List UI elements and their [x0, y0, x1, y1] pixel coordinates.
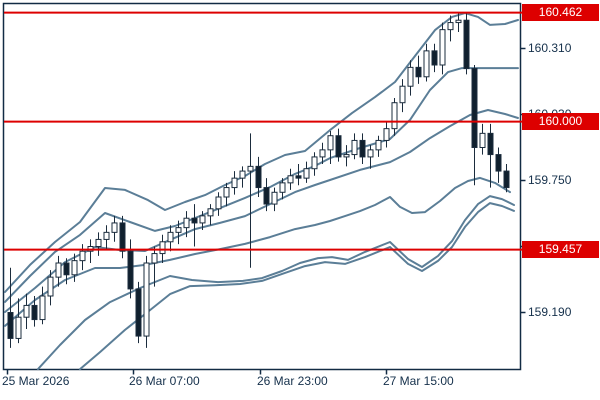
bearish-candle-body [255, 165, 262, 189]
lower-band-outer-line [79, 202, 515, 371]
bullish-candle-body [39, 295, 46, 321]
chart-frame [2, 2, 522, 371]
bearish-candle-body [63, 262, 70, 276]
bearish-candle-body [7, 312, 14, 339]
bullish-candle-body [183, 217, 190, 229]
bullish-candle-body [399, 85, 406, 104]
bullish-candle-body [343, 154, 350, 158]
y-axis-label: 159.190 [528, 304, 572, 319]
bullish-candle-body [175, 227, 182, 233]
bearish-candle-body [31, 304, 38, 321]
bullish-candle-body [367, 149, 374, 158]
bullish-candle-body [103, 231, 110, 240]
bullish-candle-body [479, 132, 486, 149]
bullish-candle-body [391, 102, 398, 130]
x-axis-label: 27 Mar 15:00 [383, 374, 454, 388]
bullish-candle-body [159, 241, 166, 255]
bullish-candle-body [375, 139, 382, 151]
bearish-candle-body [471, 68, 478, 148]
bearish-candle-body [415, 66, 422, 78]
bullish-candle-body [143, 262, 150, 337]
bullish-candle-body [15, 316, 22, 339]
bearish-candle-body [495, 154, 502, 172]
bearish-candle-body [127, 250, 134, 290]
bullish-candle-body [55, 262, 62, 278]
bullish-candle-body [455, 19, 462, 24]
bullish-candle-body [223, 187, 230, 198]
bullish-candle-body [247, 165, 254, 172]
bearish-candle-body [191, 217, 198, 224]
bullish-candle-body [199, 215, 206, 224]
price-line-tag-middle[interactable]: 160.000 [522, 113, 599, 131]
bullish-candle-body [287, 175, 294, 184]
bearish-candle-body [487, 132, 494, 156]
bullish-candle-body [327, 135, 334, 151]
bearish-candle-body [463, 19, 470, 70]
price-line-tag-lower[interactable]: 159.457 [522, 241, 599, 259]
bullish-candle-body [439, 29, 446, 66]
y-axis-label: 159.750 [528, 172, 572, 187]
bullish-candle-body [351, 139, 358, 156]
x-axis-label: 26 Mar 07:00 [129, 374, 200, 388]
bullish-candle-body [207, 208, 214, 217]
bullish-candle-body [407, 66, 414, 87]
bearish-candle-body [503, 170, 510, 189]
bullish-candle-body [111, 222, 118, 233]
bullish-candle-body [279, 182, 286, 193]
bullish-candle-body [151, 253, 158, 264]
x-axis-label: 26 Mar 23:00 [257, 374, 328, 388]
x-axis-label: 25 Mar 2026 [2, 374, 70, 388]
y-axis-label: 160.310 [528, 40, 572, 55]
upper-band-inner-line [4, 67, 519, 303]
bearish-candle-body [431, 50, 438, 66]
bearish-candle-body [359, 139, 366, 158]
bullish-candle-body [95, 238, 102, 248]
bullish-candle-body [47, 276, 54, 297]
bearish-candle-body [335, 135, 342, 158]
bullish-candle-body [383, 128, 390, 141]
upper-band-outer-line [4, 12, 519, 293]
bullish-candle-body [319, 149, 326, 158]
bullish-candle-body [447, 22, 454, 31]
bullish-candle-body [79, 250, 86, 262]
bullish-candle-body [311, 156, 318, 170]
bearish-candle-body [263, 187, 270, 205]
bearish-candle-body [119, 222, 126, 252]
bullish-candle-body [215, 196, 222, 210]
bullish-candle-body [23, 304, 30, 318]
bullish-candle-body [239, 170, 246, 179]
bullish-candle-body [271, 191, 278, 205]
bullish-candle-body [423, 50, 430, 78]
bullish-candle-body [71, 260, 78, 276]
bearish-candle-body [135, 288, 142, 337]
bearish-candle-body [295, 175, 302, 179]
bullish-candle-body [303, 168, 310, 179]
bullish-candle-body [167, 231, 174, 243]
bullish-candle-body [231, 177, 238, 189]
price-line-tag-upper[interactable]: 160.462 [522, 4, 599, 22]
